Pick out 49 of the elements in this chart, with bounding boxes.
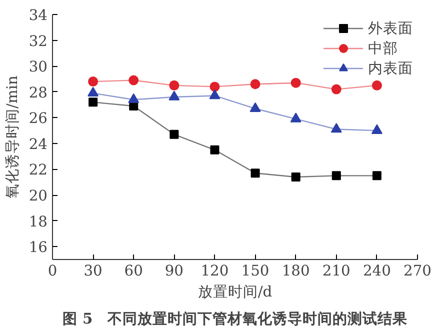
point xyxy=(128,93,140,103)
point xyxy=(372,80,382,90)
point xyxy=(372,171,382,180)
legend-label: 外表面 xyxy=(368,18,413,38)
point xyxy=(210,82,220,92)
point xyxy=(168,90,180,100)
point xyxy=(88,86,99,97)
x-tick-label: 120 xyxy=(200,262,229,280)
point xyxy=(88,76,98,87)
x-tick-label: 180 xyxy=(282,262,310,280)
legend-label: 中部 xyxy=(368,38,398,58)
point xyxy=(371,124,382,134)
y-tick-label: 24 xyxy=(28,136,48,153)
x-axis-title: 放置时间/d xyxy=(198,284,272,300)
point xyxy=(210,145,220,154)
y-tick-label: 18 xyxy=(28,213,48,230)
legend-label: 内表面 xyxy=(368,58,413,78)
x-tick-label: 150 xyxy=(241,262,270,280)
point xyxy=(250,168,260,178)
x-tick-label: 0 xyxy=(48,262,58,280)
y-axis-title: 氧化诱导时间/min xyxy=(4,74,21,198)
point xyxy=(290,78,301,88)
x-tick-label: 90 xyxy=(164,262,184,280)
point xyxy=(169,80,180,90)
x-tick-label: 60 xyxy=(124,262,143,280)
point xyxy=(332,171,341,180)
point xyxy=(88,98,98,107)
y-tick-label: 32 xyxy=(28,32,48,50)
point xyxy=(290,112,302,122)
x-tick-label: 210 xyxy=(322,262,350,280)
point xyxy=(170,130,179,139)
y-tick-label: 30 xyxy=(28,58,48,76)
point xyxy=(330,122,342,133)
y-tick-label: 16 xyxy=(28,239,48,256)
x-tick-label: 30 xyxy=(84,262,102,280)
point xyxy=(331,84,342,94)
point xyxy=(209,89,220,100)
y-tick-label: 28 xyxy=(28,84,48,102)
y-tick-label: 34 xyxy=(28,7,48,24)
point xyxy=(250,79,260,90)
x-tick-label: 240 xyxy=(362,262,391,280)
y-tick-label: 22 xyxy=(28,162,48,179)
point xyxy=(291,172,300,182)
caption: 图 5 不同放置时间下管材氧化诱导时间的测试结果 xyxy=(62,310,409,328)
y-tick-label: 20 xyxy=(28,188,48,205)
x-tick-label: 270 xyxy=(404,262,432,280)
point xyxy=(250,102,261,112)
point xyxy=(128,75,139,86)
y-tick-label: 26 xyxy=(28,110,48,128)
